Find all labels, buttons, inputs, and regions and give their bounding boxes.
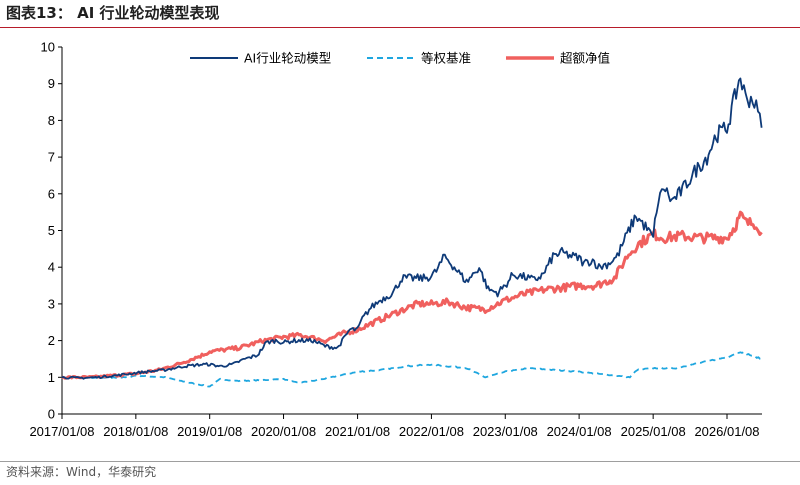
x-tick-label: 2026/01/08 bbox=[694, 424, 759, 439]
y-tick-label: 5 bbox=[48, 223, 55, 238]
y-tick-label: 0 bbox=[48, 407, 55, 422]
series-line-0 bbox=[61, 77, 763, 380]
x-tick-label: 2017/01/08 bbox=[29, 424, 94, 439]
y-tick-label: 10 bbox=[41, 40, 55, 55]
chart-axes bbox=[61, 47, 762, 415]
x-tick-label: 2019/01/08 bbox=[177, 424, 242, 439]
series-line-1 bbox=[61, 351, 762, 388]
y-tick-label: 6 bbox=[48, 186, 55, 201]
series-line-2 bbox=[61, 210, 763, 380]
chart-ticks: 0 1 2 3 4 5 6 7 8 9 10 2017/01/08 2018/01/08 2019/01/… bbox=[29, 40, 759, 440]
footer-rule bbox=[0, 461, 800, 462]
x-tick-label: 2021/01/08 bbox=[325, 424, 390, 439]
chart-legend: AI行业轮动模型 等权基准 超额净值 bbox=[190, 51, 610, 66]
legend-label-2: 超额净值 bbox=[560, 51, 610, 66]
x-tick-label: 2022/01/08 bbox=[399, 424, 464, 439]
title-rule bbox=[0, 27, 800, 28]
y-tick-label: 3 bbox=[48, 296, 55, 311]
y-tick-label: 8 bbox=[48, 113, 55, 128]
x-tick-label: 2023/01/08 bbox=[473, 424, 538, 439]
x-tick-label: 2025/01/08 bbox=[621, 424, 686, 439]
legend-label-1: 等权基准 bbox=[421, 51, 471, 66]
y-tick-label: 7 bbox=[48, 150, 55, 165]
line-chart: 0 1 2 3 4 5 6 7 8 9 10 2017/01/08 2018/01/08 2019/01/… bbox=[29, 40, 763, 440]
x-tick-label: 2024/01/08 bbox=[547, 424, 612, 439]
x-tick-label: 2020/01/08 bbox=[251, 424, 316, 439]
figure-title: 图表13： AI 行业轮动模型表现 bbox=[6, 4, 220, 22]
y-tick-label: 1 bbox=[48, 370, 55, 385]
y-tick-label: 9 bbox=[48, 76, 55, 91]
source-note: 资料来源：Wind，华泰研究 bbox=[6, 465, 157, 479]
y-tick-label: 4 bbox=[48, 260, 55, 275]
legend-label-0: AI行业轮动模型 bbox=[244, 51, 331, 66]
x-tick-label: 2018/01/08 bbox=[103, 424, 168, 439]
y-tick-label: 2 bbox=[48, 333, 55, 348]
chart-series bbox=[61, 77, 763, 388]
